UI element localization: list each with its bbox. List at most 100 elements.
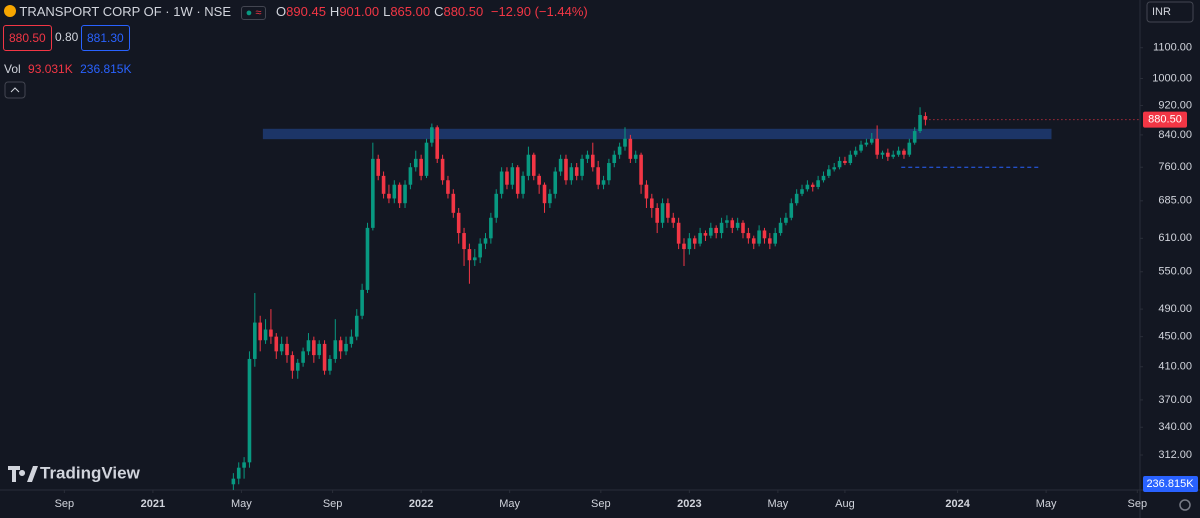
candle-body — [295, 362, 300, 371]
x-tick-label: Sep — [55, 498, 75, 510]
axes: 312.00 340.00 370.00 410.00 450.00 490.00 550.… — [55, 42, 1198, 510]
candle-body — [505, 171, 509, 185]
candle-body — [279, 343, 284, 352]
x-tick-label: 2022 — [409, 498, 433, 510]
candle-body — [580, 158, 584, 176]
candle-body — [794, 193, 799, 204]
candle-body — [596, 167, 600, 185]
candle-body — [306, 340, 311, 352]
candle-body — [773, 233, 777, 244]
x-tick-label: May — [499, 498, 520, 510]
settings-icon[interactable] — [1179, 499, 1191, 511]
candle-body — [655, 207, 659, 223]
candle-body — [478, 243, 482, 258]
market-status[interactable]: ● ≈ — [240, 6, 267, 20]
candle-body — [623, 138, 627, 147]
candle-body — [537, 175, 541, 185]
x-tick-label: 2021 — [141, 498, 165, 510]
candle-body — [709, 227, 713, 236]
candle-body — [467, 249, 472, 261]
candle-body — [542, 184, 547, 204]
candle-body — [633, 154, 638, 159]
ohlc-value: 901.00 — [339, 4, 380, 19]
candle-body — [698, 233, 702, 244]
zone — [262, 128, 1052, 140]
candle-body — [371, 158, 375, 228]
candle-body — [864, 142, 869, 145]
candle-body — [907, 142, 912, 155]
currency-box[interactable] — [1146, 1, 1194, 23]
candle-body — [880, 152, 885, 155]
candle-body — [768, 238, 772, 244]
candle-body — [521, 175, 525, 194]
candle-body — [424, 142, 429, 176]
candle-body — [843, 160, 847, 164]
symbol-icon — [4, 5, 16, 17]
currency[interactable]: INR — [1152, 6, 1171, 18]
candle-body — [617, 146, 622, 155]
candle-body — [419, 158, 423, 176]
candle-body — [896, 150, 901, 155]
candle-body — [489, 217, 493, 239]
ohlc-value: 890.45 — [286, 4, 326, 19]
candle-body — [628, 138, 633, 159]
candle-body — [725, 220, 729, 223]
logo-icon — [8, 466, 38, 482]
candle-body — [376, 158, 381, 176]
candle-body — [247, 358, 252, 463]
sell-button[interactable]: 880.50 — [3, 25, 52, 51]
last-price-label: 880.50 — [1148, 114, 1182, 126]
y-tick-label: 610.00 — [1158, 232, 1192, 244]
legend-row: TRANSPORT CORP OF · 1W · NSE ● ≈ O890.45… — [4, 4, 588, 20]
x-tick-label: May — [231, 498, 252, 510]
ohlc-value: 865.00 — [390, 4, 431, 19]
y-tick-label: 840.00 — [1158, 129, 1192, 141]
candle-body — [837, 160, 842, 168]
x-tick-label: 2024 — [945, 498, 970, 510]
candle-body — [762, 230, 767, 239]
y-tick-label: 410.00 — [1158, 361, 1192, 373]
y-tick-label: 1000.00 — [1152, 72, 1192, 84]
candle-body — [687, 238, 692, 250]
y-tick-label: 490.00 — [1158, 303, 1192, 315]
collapse-button[interactable] — [4, 81, 26, 99]
ohlc: O890.45 H901.00 L865.00 C880.50 — [276, 4, 487, 19]
candle-body — [569, 167, 574, 181]
y-tick-label: 1100.00 — [1153, 42, 1192, 54]
candle-body — [574, 167, 579, 176]
ohlc-key: O — [276, 4, 287, 19]
y-tick-label: 760.00 — [1158, 161, 1192, 173]
candle-body — [408, 167, 413, 185]
candle-body — [274, 336, 279, 352]
candle-body — [666, 203, 670, 218]
candle-body — [601, 180, 606, 185]
candle-body — [875, 138, 879, 155]
candle-body — [440, 158, 445, 181]
symbol[interactable]: TRANSPORT CORP OF · 1W · NSE — [19, 4, 232, 19]
candle-body — [344, 343, 348, 352]
candle-body — [231, 478, 236, 485]
candle-body — [322, 343, 327, 371]
candle-body — [816, 180, 820, 187]
x-tick-label: Sep — [1128, 498, 1148, 510]
candle-body — [236, 467, 241, 479]
candle-body — [413, 158, 418, 168]
ohlc-value: 880.50 — [443, 4, 484, 19]
logo: TradingView — [8, 463, 141, 482]
candle-body — [810, 184, 815, 187]
candle-body — [365, 227, 370, 290]
candle-body — [338, 340, 343, 352]
spread: 0.80 — [55, 30, 79, 44]
candle-body — [397, 184, 402, 204]
candle-body — [242, 462, 246, 468]
ohlc-key: L — [383, 4, 391, 19]
candle-body — [821, 175, 826, 181]
candle-body — [253, 322, 257, 359]
x-tick-label: May — [767, 498, 788, 510]
collapse-icon — [10, 87, 20, 93]
logo-text: TradingView — [40, 463, 141, 482]
candle-body — [591, 154, 595, 168]
x-tick-label: Aug — [835, 498, 855, 510]
buy-button[interactable]: 881.30 — [81, 25, 130, 51]
